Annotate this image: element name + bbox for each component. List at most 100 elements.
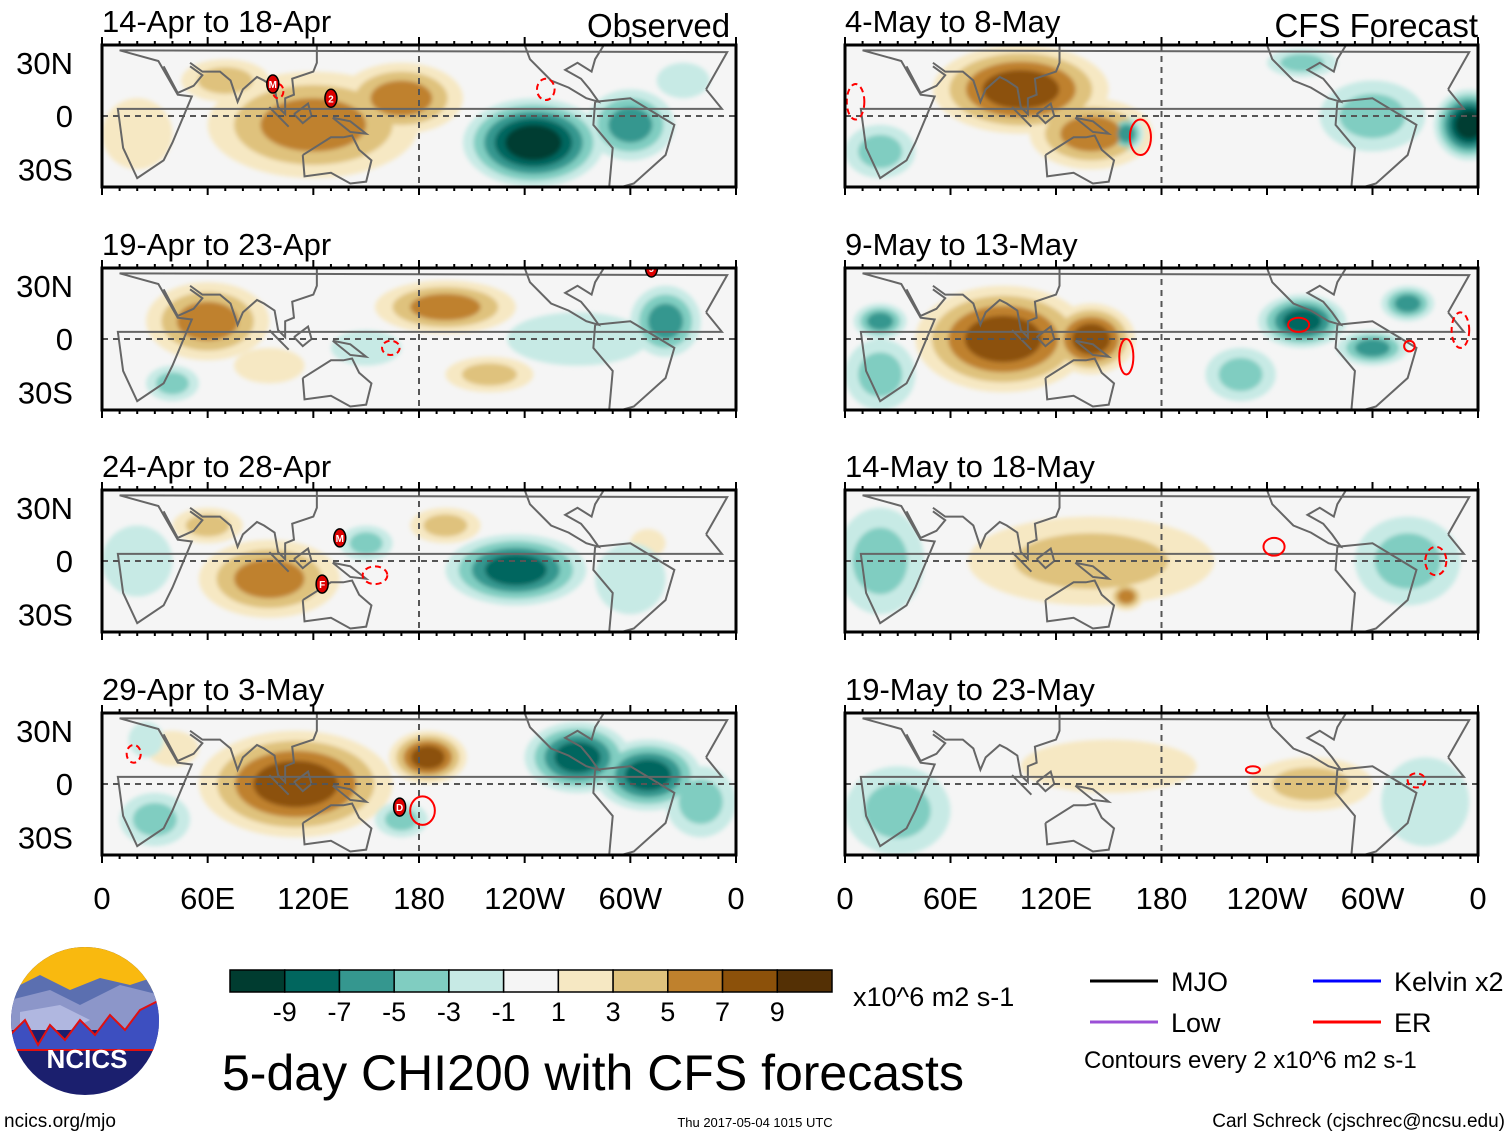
storm-label: D <box>396 803 403 814</box>
anomaly-contour <box>678 779 723 824</box>
storm-marker: M <box>266 74 280 94</box>
coastline <box>1074 116 1113 136</box>
map-panel: 14-May to 18-May <box>843 449 1480 640</box>
anomaly-field <box>102 507 666 618</box>
colorbar-box <box>502 969 560 993</box>
coastline <box>162 288 204 318</box>
lon-label: 0 <box>727 881 744 916</box>
coastline <box>932 45 1061 117</box>
anomaly-contour <box>1282 309 1322 333</box>
storm-marker: 2 <box>324 88 338 108</box>
coastline <box>523 713 605 772</box>
er-contour <box>1287 316 1311 333</box>
storm-label: M <box>269 80 277 91</box>
coastline <box>859 272 1471 403</box>
coastline <box>592 765 676 855</box>
anomaly-contour <box>370 80 433 116</box>
coastline <box>932 268 1061 340</box>
map-panel: M 2 14-Apr to 18-Apr 30N 0 30S <box>16 4 738 195</box>
coastline <box>116 717 729 848</box>
coastline <box>162 510 204 540</box>
anomaly-contour <box>1280 53 1325 72</box>
er-contour <box>1262 536 1286 557</box>
anomaly-contour <box>982 69 1060 109</box>
anomaly-contour <box>1381 757 1470 847</box>
coastline <box>592 542 676 632</box>
er-contour <box>361 565 389 586</box>
coastline <box>1044 579 1116 630</box>
lat-label: 0 <box>56 767 73 802</box>
storm-marker: D <box>392 797 407 817</box>
anomaly-contour <box>1020 739 1197 793</box>
footer-author: Carl Schreck (cjschrec@ncsu.edu) <box>1212 1111 1505 1132</box>
er-contour <box>845 83 866 121</box>
er-contour <box>1118 338 1135 376</box>
colorbar-tick-label: -3 <box>437 997 461 1027</box>
coastline <box>1266 490 1347 549</box>
colorbar-box <box>776 969 833 993</box>
er-contour <box>271 83 285 100</box>
lon-label: 180 <box>393 881 445 916</box>
coastline <box>189 268 318 340</box>
coastline <box>1074 784 1113 804</box>
lon-label: 0 <box>1469 881 1486 916</box>
coastline <box>859 494 1471 625</box>
anomaly-contour <box>349 532 383 555</box>
colorbar-tick-label: -9 <box>273 997 297 1027</box>
logo-text: NCICS <box>47 1044 128 1074</box>
er-contour <box>409 795 436 826</box>
coastline <box>162 65 204 95</box>
units-label: x10^6 m2 s-1 <box>853 982 1014 1012</box>
storm-marker: F <box>315 574 329 594</box>
coastline <box>932 713 1061 785</box>
colorbar-tick-label: -5 <box>382 997 406 1027</box>
coastline <box>1266 45 1347 104</box>
colorbar-tick-label: 7 <box>715 997 730 1027</box>
colorbar-box <box>667 969 724 993</box>
coastline <box>1074 339 1113 359</box>
map-panel: 19-May to 23-May <box>843 672 1480 863</box>
colorbar-box <box>557 969 614 993</box>
er-contour <box>1244 765 1261 775</box>
figure-title: 5-day CHI200 with CFS forecasts <box>222 1045 964 1101</box>
lat-label: 30N <box>16 46 73 81</box>
coastline <box>523 268 605 327</box>
colorbar-box <box>721 969 779 993</box>
colorbar-box <box>338 969 395 993</box>
coastline <box>905 65 947 95</box>
coastline <box>859 717 1471 848</box>
anomaly-contour <box>858 352 903 397</box>
anomaly-contour <box>234 559 305 599</box>
er-contour <box>1406 772 1427 789</box>
legend-item: Low <box>1090 1008 1221 1038</box>
coastline <box>905 510 947 540</box>
map-panel: 9-May to 13-May <box>843 227 1480 418</box>
coastline <box>523 490 605 549</box>
lat-label: 30S <box>18 375 73 410</box>
anomaly-contour <box>554 741 601 773</box>
panel-title: 9-May to 13-May <box>845 227 1078 262</box>
lon-label: 0 <box>93 881 110 916</box>
lat-label: 0 <box>56 544 73 579</box>
legend-label: MJO <box>1171 967 1228 997</box>
anomaly-contour <box>197 67 253 94</box>
colorbar-tick-label: 1 <box>551 997 566 1027</box>
map-panel: D 29-Apr to 3-May 30N 0 30S <box>16 672 738 863</box>
anomaly-contour <box>128 721 164 758</box>
lon-label: 60W <box>1341 881 1405 916</box>
footer-url[interactable]: ncics.org/mjo <box>4 1111 116 1132</box>
colorbar-tick-label: -7 <box>327 997 351 1027</box>
lon-label: 120W <box>1227 881 1309 916</box>
er-contour <box>1424 545 1448 577</box>
er-contour <box>125 743 142 764</box>
footer-timestamp: Thu 2017-05-04 1015 UTC <box>677 1115 832 1130</box>
storm-marker: 9 <box>644 268 659 278</box>
map-panels: M 2 14-Apr to 18-Apr 30N 0 30S 9 19-Apr to 23-A… <box>16 4 1480 863</box>
coastline <box>332 116 370 136</box>
anomaly-contour <box>185 514 230 537</box>
colorbar-tick-label: 3 <box>606 997 621 1027</box>
coastline <box>1044 802 1116 853</box>
anomaly-contour <box>864 782 931 839</box>
coastline <box>1044 357 1116 408</box>
colorbar-box <box>229 969 286 993</box>
